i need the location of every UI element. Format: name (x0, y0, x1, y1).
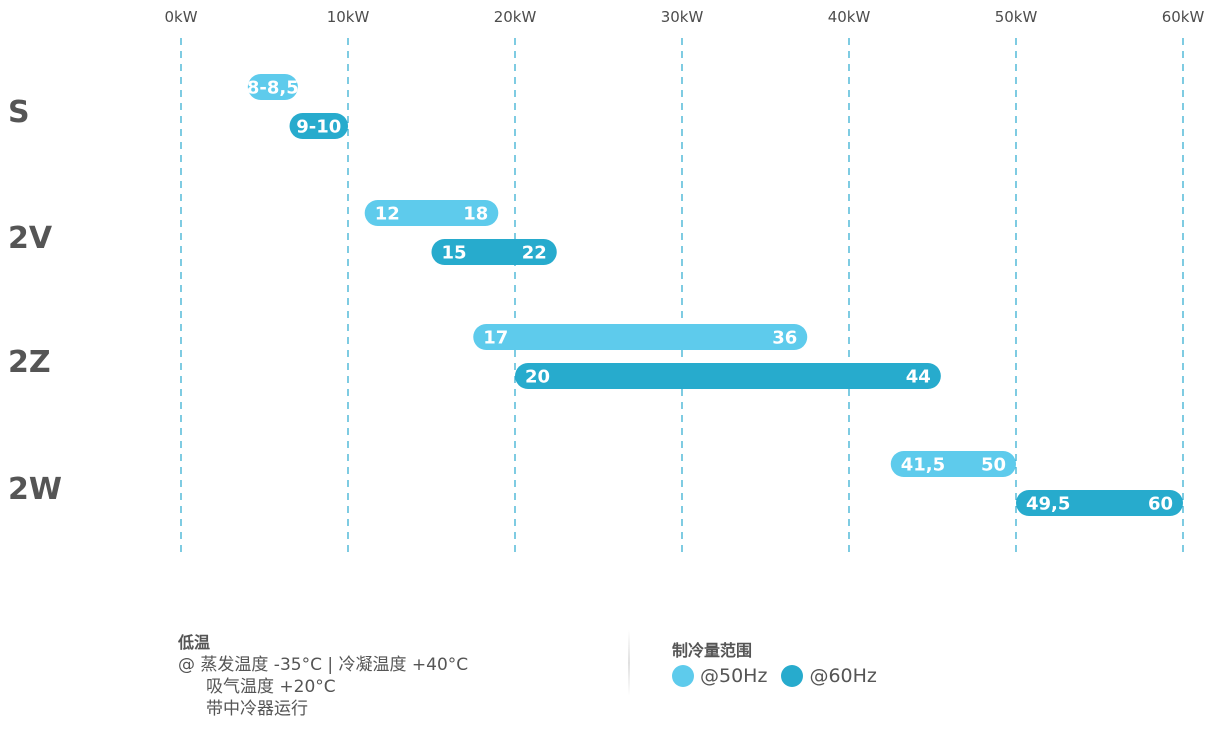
range-bar (473, 324, 808, 350)
legend-title: 制冷量范围 (672, 641, 753, 660)
bar-label: 8-8,5 (247, 78, 299, 99)
legend-items: @50Hz @60Hz (672, 665, 891, 687)
legend-item-50hz: @50Hz (672, 665, 767, 687)
bar-label-min: 12 (375, 204, 400, 225)
range-bar (515, 363, 941, 389)
bar-label: 9-10 (296, 117, 341, 138)
legend-swatch-50hz-icon (672, 665, 694, 687)
x-tick-label: 60kW (1162, 8, 1205, 26)
bar-label-min: 20 (525, 367, 550, 388)
conditions-line-3: 带中冷器运行 (206, 699, 308, 719)
conditions-line-2: 吸气温度 +20°C (206, 677, 336, 697)
bar-label-max: 36 (772, 328, 797, 349)
x-tick-label: 10kW (327, 8, 370, 26)
legend-swatch-60hz-icon (781, 665, 804, 687)
range-bar (431, 239, 557, 265)
bar-label-max: 44 (906, 367, 931, 388)
bar-label-min: 17 (483, 328, 508, 349)
bar-label-max: 18 (463, 204, 488, 225)
row-labels: S 2V 2Z 2W (8, 95, 62, 507)
x-tick-label: 20kW (494, 8, 537, 26)
bar-label-max: 50 (981, 455, 1006, 476)
bar-label-max: 60 (1148, 494, 1173, 515)
legend: 制冷量范围 @50Hz @60Hz (672, 640, 891, 687)
x-tick-label: 30kW (661, 8, 704, 26)
range-bar (247, 74, 298, 100)
row-label: S (8, 95, 30, 130)
test-conditions: 低温 @ 蒸发温度 -35°C | 冷凝温度 +40°C 吸气温度 +20°C … (178, 632, 618, 720)
bar-label-max: 22 (522, 243, 547, 264)
range-bars: 8-8,5 12 18 17 36 41,5 50 9-10 15 22 20 44 49,5 60 (247, 74, 1183, 516)
legend-label-50hz: @50Hz (700, 665, 768, 687)
capacity-range-chart: 0kW 10kW 20kW 30kW 40kW 50kW 60kW S 2V 2Z 2W 8-8,… (8, 8, 1204, 556)
row-label: 2Z (8, 345, 51, 380)
bar-label-min: 41,5 (901, 455, 945, 476)
range-bar (364, 200, 499, 226)
range-bar (289, 113, 348, 139)
x-axis-ticks: 0kW 10kW 20kW 30kW 40kW 50kW 60kW (164, 8, 1204, 26)
divider (628, 630, 630, 696)
range-bar (1016, 490, 1183, 516)
conditions-title: 低温 (178, 633, 211, 652)
legend-item-60hz: @60Hz (781, 665, 877, 687)
bar-label-min: 49,5 (1026, 494, 1070, 515)
range-bar (890, 451, 1016, 477)
row-label: 2V (8, 221, 53, 256)
x-tick-label: 40kW (828, 8, 871, 26)
x-tick-label: 0kW (164, 8, 197, 26)
x-tick-label: 50kW (995, 8, 1038, 26)
bar-label-min: 15 (442, 243, 467, 264)
conditions-line-1: @ 蒸发温度 -35°C | 冷凝温度 +40°C (178, 655, 469, 675)
legend-label-60hz: @60Hz (809, 665, 877, 687)
row-label: 2W (8, 472, 62, 507)
grid-lines (180, 38, 1184, 556)
